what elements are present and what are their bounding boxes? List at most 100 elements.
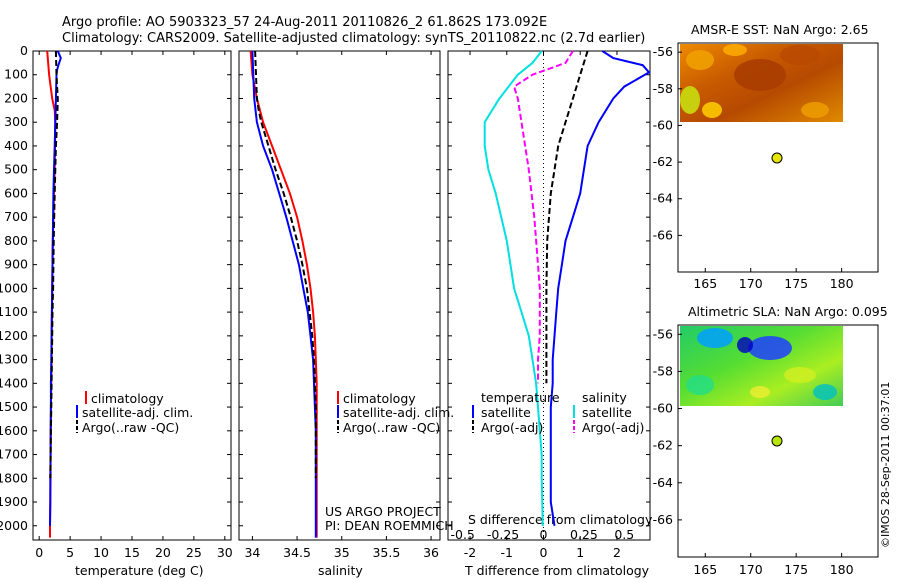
depth-tick-label: 400 [4,138,28,153]
depth-tick-label: 1700 [0,447,28,462]
map-y-tick-label: -66 [653,512,673,527]
salinity-profiles [249,50,318,538]
map-x-tick-label: 170 [739,276,763,291]
pi-note: PI: DEAN ROEMMICH [325,518,454,533]
depth-tick-label: 900 [4,257,28,272]
x-tick-label: 20 [155,545,171,560]
map-x-tick-label: 175 [784,562,808,577]
difference-top-axis: -0.5 -0.25 0 0.25 0.5 [450,527,634,542]
series-line-salinity-satellite [483,50,544,526]
map-y-tick-label: -64 [653,191,673,206]
legend-label-argo: Argo(..raw -QC) [343,420,440,435]
x-tick-label: 15 [124,545,140,560]
map-y-tick-label: -60 [653,401,673,416]
sla-map-y-axis: -56 -58 -60 -62 -64 -66 [653,326,682,527]
x-tick-label: 5 [66,545,74,560]
depth-tick-label: 700 [4,209,28,224]
depth-tick-label: 1100 [0,304,28,319]
legend-label-temp-satellite: satellite [481,405,531,420]
sst-map-y-axis: -56 -58 -60 -62 -64 -66 [653,44,682,242]
depth-tick-label: 1600 [0,423,28,438]
figure-title-line1: Argo profile: AO 5903323_57 24-Aug-2011 … [62,15,547,30]
x-tick-label: 35 [334,545,350,560]
map-y-tick-label: -56 [653,44,673,59]
temperature-legend: climatology satellite-adj. clim. Argo(..… [76,391,193,435]
map-y-tick-label: -62 [653,438,673,453]
depth-tick-label: 1400 [0,375,28,390]
sla-map-x-axis: 165 170 175 180 [693,553,854,577]
difference-legend: temperature satellite Argo(-adj) salinit… [472,390,644,435]
map-y-tick-label: -66 [653,227,673,242]
legend-title-temperature: temperature [481,390,560,405]
series-line-argo-raw-qc [254,50,317,479]
series-line-salinity-argo-adj [512,50,574,384]
temperature-x-label: temperature (deg C) [75,563,204,578]
x-tick-label: 30 [217,545,233,560]
salinity-x-axis: 34 34.5 35 35.5 36 [244,51,439,560]
x-tick-label: 1 [576,545,584,560]
depth-tick-label: 1200 [0,328,28,343]
difference-top-label: S difference from climatology [468,512,653,527]
difference-profiles [483,50,651,526]
depth-tick-label: 1900 [0,494,28,509]
temperature-profiles [46,50,62,538]
sla-map-title: Altimetric SLA: NaN Argo: 0.095 [688,304,888,319]
map-y-tick-label: -62 [653,154,673,169]
map-x-tick-label: 165 [693,276,717,291]
depth-tick-label: 500 [4,162,28,177]
series-line-temperature-argo-adj [545,50,589,384]
x-tick-label: 10 [93,545,109,560]
map-x-tick-label: 170 [739,562,763,577]
x-tick-label: 25 [186,545,202,560]
x-tick-label: 35.5 [372,545,400,560]
sst-map-x-axis: 165 170 175 180 [693,268,854,291]
depth-tick-label: 0 [20,43,28,58]
map-y-tick-label: -60 [653,117,673,132]
imos-credit: ©IMOS 28-Sep-2011 00:37:01 [879,382,892,548]
x-tick-label: -2 [464,545,476,560]
depth-tick-label: 2000 [0,518,28,533]
depth-tick-label: 100 [4,67,28,82]
legend-title-salinity: salinity [582,390,627,405]
map-y-tick-label: -58 [653,363,673,378]
salinity-panel-frame [238,50,441,541]
depth-axis: 0 100 200 300 400 500 600 700 800 900 1000 1100 1200… [0,43,650,533]
legend-label-sal-satellite: satellite [582,405,632,420]
depth-tick-label: 300 [4,114,28,129]
difference-x-axis: -2 -1 0 1 2 [464,51,621,560]
map-x-tick-label: 175 [784,276,808,291]
figure-title-line2: Climatology: CARS2009. Satellite-adjuste… [62,31,645,46]
depth-tick-label: 200 [4,90,28,105]
x-tick-label: 2 [613,545,621,560]
x-tick-label: 34 [244,545,260,560]
legend-label-satellite: satellite-adj. clim. [82,405,193,420]
x-tick-label: -1 [501,545,513,560]
difference-panel-frame [447,50,651,541]
map-y-tick-label: -58 [653,81,673,96]
sst-map-title: AMSR-E SST: NaN Argo: 2.65 [691,22,869,37]
series-line-argo-raw-qc [49,50,59,479]
legend-label-sal-argo: Argo(-adj) [582,420,644,435]
legend-label-satellite: satellite-adj. clim. [343,405,454,420]
top-tick-label: 0 [540,527,548,542]
map-y-tick-label: -64 [653,475,673,490]
x-tick-label: 0 [540,545,548,560]
sla-field-texture [686,328,837,400]
depth-tick-label: 1300 [0,352,28,367]
top-tick-label: -0.25 [487,527,519,542]
legend-label-climatology: climatology [343,391,416,406]
map-y-tick-label: -56 [653,326,673,341]
temperature-x-axis: 0 5 10 15 20 25 30 [35,51,233,560]
map-x-tick-label: 180 [830,276,854,291]
legend-label-temp-argo: Argo(-adj) [481,420,543,435]
project-note: US ARGO PROJECT [325,504,441,519]
top-tick-label: 0.5 [614,527,634,542]
depth-tick-label: 1800 [0,470,28,485]
depth-tick-label: 600 [4,185,28,200]
salinity-x-label: salinity [318,563,363,578]
map-x-tick-label: 165 [693,562,717,577]
top-tick-label: 0.25 [570,527,598,542]
legend-label-climatology: climatology [91,391,164,406]
series-line-temperature-satellite [549,50,651,526]
